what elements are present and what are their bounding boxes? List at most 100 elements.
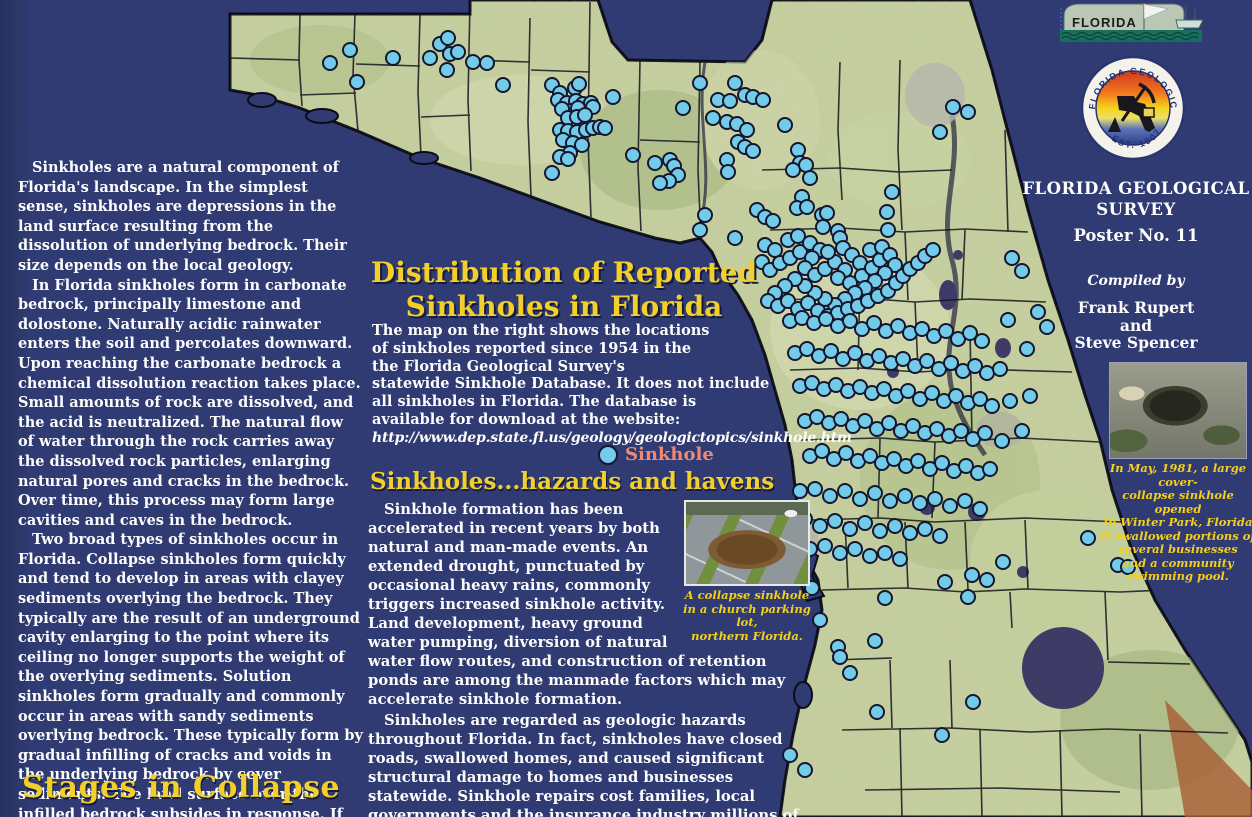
survey-name: FLORIDA GEOLOGICAL SURVEY bbox=[1022, 179, 1250, 219]
author-names: Frank Rupert and Steve Spencer bbox=[1074, 298, 1198, 352]
sinkhole-dot bbox=[812, 612, 828, 628]
sinkhole-dot bbox=[890, 318, 906, 334]
florida-dep-logo: FLORIDA bbox=[1056, 0, 1208, 50]
sinkhole-dot bbox=[799, 199, 815, 215]
book-icon bbox=[1142, 107, 1155, 118]
sinkhole-dot bbox=[832, 649, 848, 665]
sinkhole-dot bbox=[440, 30, 456, 46]
sinkhole-dot bbox=[927, 491, 943, 507]
winter-park-photo bbox=[1109, 362, 1247, 459]
fgs-seal-logo: FLORIDA GEOLOGICAL SURVEY EST. 1907 bbox=[1076, 47, 1186, 165]
sinkhole-dot bbox=[869, 704, 885, 720]
sinkhole-dot bbox=[862, 548, 878, 564]
sinkhole-dot bbox=[823, 343, 839, 359]
sinkhole-dot bbox=[842, 665, 858, 681]
poster-title: Distribution of Reported Sinkholes in Fl… bbox=[370, 256, 758, 323]
sinkhole-dot bbox=[886, 451, 902, 467]
church-sinkhole-figure: A collapse sinkhole in a church parking … bbox=[678, 500, 816, 643]
sinkhole-dot bbox=[692, 75, 708, 91]
sinkhole-dot bbox=[972, 501, 988, 517]
sinkhole-dot bbox=[1014, 423, 1030, 439]
florida-silhouette-icon bbox=[1117, 96, 1155, 132]
sinkhole-dot bbox=[958, 458, 974, 474]
sinkhole-legend-dot-icon bbox=[598, 444, 618, 465]
sinkhole-dot bbox=[785, 162, 801, 178]
sinkhole-dot bbox=[727, 230, 743, 246]
sinkhole-dot bbox=[917, 521, 933, 537]
winter-park-caption: In May, 1981, a large cover- collapse si… bbox=[1100, 461, 1252, 583]
database-url: http://www.dep.state.fl.us/geology/geolo… bbox=[372, 430, 852, 446]
sinkhole-dot bbox=[422, 50, 438, 66]
sinkhole-dot bbox=[799, 341, 815, 357]
charlotte-harbor bbox=[793, 681, 813, 709]
sinkhole-dot bbox=[1120, 559, 1136, 575]
sinkhole-dot bbox=[877, 545, 893, 561]
legend-label: Sinkhole bbox=[625, 444, 714, 465]
sinkhole-dot bbox=[798, 157, 814, 173]
sinkhole-dot bbox=[439, 62, 455, 78]
sinkhole-dot bbox=[962, 325, 978, 341]
sinkhole-dot bbox=[1014, 263, 1030, 279]
sinkhole-dot bbox=[597, 120, 613, 136]
dep-logo-wordmark: FLORIDA bbox=[1072, 15, 1137, 30]
sinkhole-dot bbox=[815, 219, 831, 235]
sinkhole-dot bbox=[979, 365, 995, 381]
sinkhole-dot bbox=[727, 75, 743, 91]
hazards-paragraph-1: Sinkhole formation has been accelerated … bbox=[368, 501, 786, 708]
sinkhole-dot bbox=[495, 77, 511, 93]
sinkhole-dot bbox=[867, 485, 883, 501]
sinkhole-dot bbox=[817, 538, 833, 554]
sinkhole-dot bbox=[910, 453, 926, 469]
sinkhole-dot bbox=[884, 184, 900, 200]
sinkhole-dot bbox=[972, 391, 988, 407]
sinkhole-dot bbox=[924, 385, 940, 401]
sinkhole-dot bbox=[979, 572, 995, 588]
sinkhole-dot bbox=[450, 44, 466, 60]
sinkhole-dot bbox=[960, 104, 976, 120]
sinkhole-dot bbox=[349, 74, 365, 90]
sinkhole-dot bbox=[974, 333, 990, 349]
hazards-paragraph-2: Sinkholes are regarded as geologic hazar… bbox=[368, 712, 799, 817]
sinkhole-dot bbox=[479, 55, 495, 71]
sinkhole-dot bbox=[705, 110, 721, 126]
sinkhole-dot bbox=[882, 493, 898, 509]
sinkhole-dot bbox=[880, 222, 896, 238]
sinkhole-dot bbox=[967, 358, 983, 374]
sinkhole-dot bbox=[802, 170, 818, 186]
river-st-johns bbox=[944, 114, 988, 457]
sinkhole-dot bbox=[948, 388, 964, 404]
sinkhole-dot bbox=[722, 93, 738, 109]
sinkhole-dot bbox=[847, 541, 863, 557]
sinkhole-dot bbox=[964, 567, 980, 583]
hazards-heading: Sinkholes...hazards and havens bbox=[370, 468, 775, 495]
sinkhole-dots bbox=[322, 30, 1136, 778]
sinkhole-dot bbox=[832, 545, 848, 561]
sinkhole-dot bbox=[812, 518, 828, 534]
drill-rig-icon bbox=[1108, 117, 1121, 132]
sinkhole-dot bbox=[877, 590, 893, 606]
sinkhole-dot bbox=[977, 425, 993, 441]
lakes bbox=[887, 250, 1104, 709]
sinkhole-dot bbox=[929, 421, 945, 437]
sinkhole-dot bbox=[819, 205, 835, 221]
sinkhole-dot bbox=[807, 481, 823, 497]
left-paragraph-2: In Florida sinkholes form in carbonate b… bbox=[18, 276, 361, 529]
urban-southeast-coast bbox=[1165, 700, 1252, 817]
poster-number: Poster No. 11 bbox=[1073, 226, 1199, 245]
sinkhole-dot bbox=[879, 204, 895, 220]
sinkhole-dot bbox=[675, 100, 691, 116]
hazards-text-block: A collapse sinkhole in a church parking … bbox=[368, 500, 816, 817]
sinkhole-dot bbox=[792, 483, 808, 499]
stages-in-collapse-heading: Stages in Collapse bbox=[22, 770, 341, 805]
sinkhole-dot bbox=[465, 54, 481, 70]
sinkhole-dot bbox=[945, 99, 961, 115]
sinkhole-dot bbox=[912, 495, 928, 511]
sinkhole-dot bbox=[876, 381, 892, 397]
sinkhole-dot bbox=[777, 117, 793, 133]
sinkhole-dot bbox=[697, 207, 713, 223]
sinkhole-dot bbox=[739, 122, 755, 138]
sinkhole-dot bbox=[984, 398, 1000, 414]
sinkhole-dot bbox=[838, 445, 854, 461]
urban-jacksonville bbox=[905, 63, 965, 127]
